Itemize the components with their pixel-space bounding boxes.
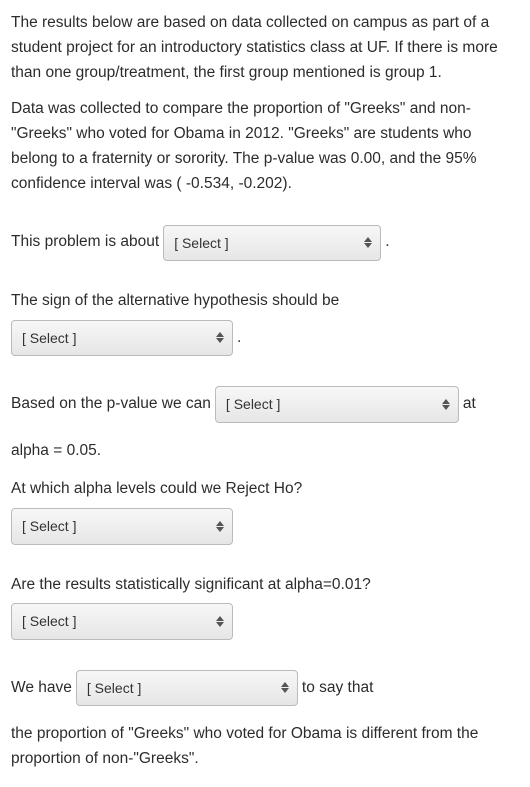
q1-select[interactable]: [ Select ] — [163, 225, 381, 261]
q4-select[interactable]: [ Select ] — [11, 508, 233, 544]
q5-text: Are the results statistically significan… — [11, 573, 519, 598]
q2-select-label: [ Select ] — [22, 327, 76, 349]
q1-prefix: This problem is about — [11, 228, 163, 257]
q3-suffix: at — [463, 390, 480, 419]
intro-paragraph-1: The results below are based on data coll… — [11, 11, 519, 85]
q3-select[interactable]: [ Select ] — [215, 386, 459, 422]
q6-select-label: [ Select ] — [87, 677, 141, 699]
q3-select-label: [ Select ] — [226, 393, 280, 415]
select-arrows-icon — [364, 237, 372, 248]
select-arrows-icon — [216, 332, 224, 343]
q2-suffix: . — [237, 324, 245, 353]
q6-suffix: to say that — [302, 674, 378, 703]
q4-text: At which alpha levels could we Reject Ho… — [11, 477, 519, 502]
q1-select-label: [ Select ] — [174, 232, 228, 254]
q4-select-label: [ Select ] — [22, 515, 76, 537]
q3-line2: alpha = 0.05. — [11, 439, 519, 464]
select-arrows-icon — [442, 399, 450, 410]
q6-line2: the proportion of "Greeks" who voted for… — [11, 722, 519, 772]
intro-paragraph-2: Data was collected to compare the propor… — [11, 97, 519, 196]
select-arrows-icon — [281, 682, 289, 693]
q2-text: The sign of the alternative hypothesis s… — [11, 289, 519, 314]
select-arrows-icon — [216, 616, 224, 627]
select-arrows-icon — [216, 521, 224, 532]
q6-prefix: We have — [11, 674, 76, 703]
q5-select-label: [ Select ] — [22, 610, 76, 632]
q3-prefix: Based on the p-value we can — [11, 390, 215, 419]
q1-suffix: . — [385, 228, 393, 257]
q5-select[interactable]: [ Select ] — [11, 603, 233, 639]
q2-select[interactable]: [ Select ] — [11, 320, 233, 356]
q6-select[interactable]: [ Select ] — [76, 670, 298, 706]
